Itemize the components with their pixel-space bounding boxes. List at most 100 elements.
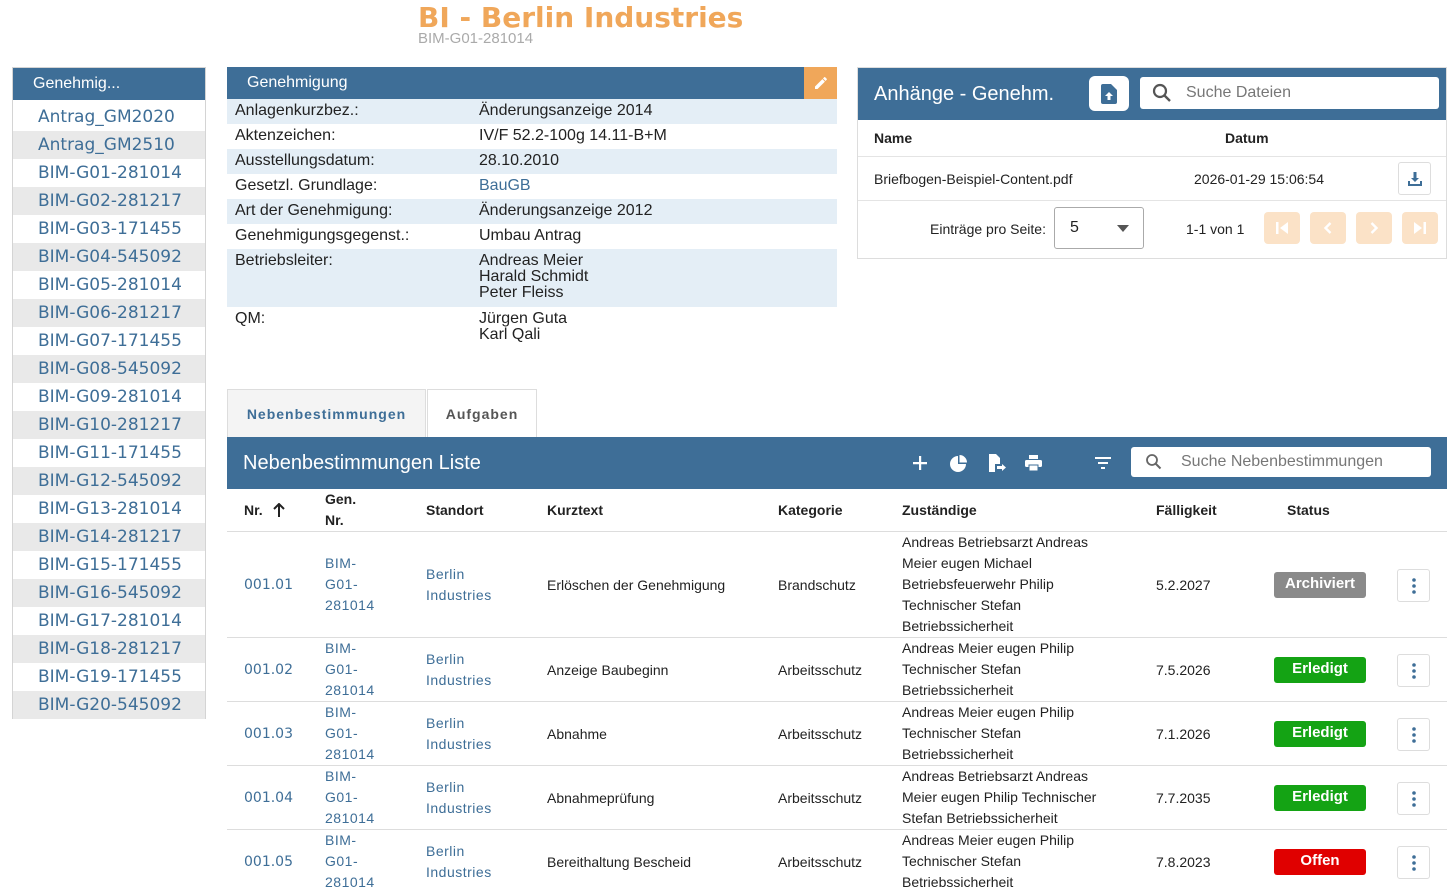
col-status[interactable]: Status <box>1287 502 1330 518</box>
sidebar-item[interactable]: Antrag_GM2020 <box>38 107 175 127</box>
row-menu-button[interactable] <box>1397 718 1430 751</box>
sidebar-item[interactable]: Antrag_GM2510 <box>13 131 205 159</box>
upload-file-button[interactable] <box>1089 76 1129 111</box>
prev-page-button[interactable] <box>1310 212 1346 244</box>
sidebar-item[interactable]: BIM-G05-281014 <box>38 275 182 295</box>
col-kurztext[interactable]: Kurztext <box>547 502 604 518</box>
row-menu-button[interactable] <box>1397 782 1430 815</box>
detail-row: Genehmigungsgegenst.: Umbau Antrag <box>227 224 837 249</box>
add-button[interactable] <box>910 453 930 473</box>
last-page-button[interactable] <box>1402 212 1438 244</box>
last-page-icon <box>1414 222 1426 234</box>
sidebar-item[interactable]: BIM-G20-545092 <box>13 691 205 719</box>
sidebar-item[interactable]: BIM-G10-281217 <box>13 411 205 439</box>
sidebar-item[interactable]: BIM-G07-171455 <box>38 331 182 351</box>
detail-value: Änderungsanzeige 2014 <box>479 99 829 124</box>
cell-kategorie: Arbeitsschutz <box>778 790 863 806</box>
print-button[interactable] <box>1023 453 1043 473</box>
sidebar-item[interactable]: BIM-G14-281217 <box>13 523 205 551</box>
file-name[interactable]: Briefbogen-Beispiel-Content.pdf <box>874 171 1073 187</box>
cell-standort[interactable]: Berlin Industries <box>426 564 492 606</box>
sidebar-item[interactable]: BIM-G08-545092 <box>13 355 205 383</box>
chart-button[interactable] <box>948 453 968 473</box>
sidebar-item[interactable]: BIM-G16-545092 <box>13 579 205 607</box>
cell-line: Technischer Stefan <box>902 725 1022 741</box>
detail-value-line: Jürgen Guta <box>479 310 568 327</box>
cell-standort[interactable]: Berlin Industries <box>426 713 492 755</box>
cell-faelligkeit: 7.5.2026 <box>1156 662 1211 678</box>
table-row[interactable]: 001.03 BIM- G01- 281014 Berlin Industries Abna… <box>227 702 1447 766</box>
detail-value: Andreas Meier Harald Schmidt Peter Fleiss <box>479 249 829 307</box>
sidebar-item[interactable]: BIM-G03-171455 <box>38 219 182 239</box>
cell-line: BIM- <box>325 555 357 571</box>
cell-line: Betriebssicherheit <box>902 682 1014 698</box>
first-page-button[interactable] <box>1264 212 1300 244</box>
sidebar-item[interactable]: BIM-G01-281014 <box>38 163 182 183</box>
cell-faelligkeit: 7.8.2023 <box>1156 854 1211 870</box>
col-standort[interactable]: Standort <box>426 502 484 518</box>
cell-gen-nr[interactable]: BIM- G01- 281014 <box>325 766 375 829</box>
col-gen-line2: Nr. <box>325 512 344 528</box>
row-menu-button[interactable] <box>1397 569 1430 602</box>
table-row[interactable]: 001.02 BIM- G01- 281014 Berlin Industries Anze… <box>227 638 1447 702</box>
col-name[interactable]: Name <box>874 130 913 146</box>
col-faelligkeit[interactable]: Fälligkeit <box>1156 502 1217 518</box>
export-button[interactable] <box>987 453 1007 473</box>
sidebar-item[interactable]: BIM-G18-281217 <box>13 635 205 663</box>
col-gen-nr[interactable]: Gen. Nr. <box>325 489 356 531</box>
tab-aufgaben[interactable]: Aufgaben <box>427 389 537 437</box>
row-menu-button[interactable] <box>1397 654 1430 687</box>
sidebar: Genehmig... Antrag_GM2020 Antrag_GM2510 BI… <box>12 67 206 719</box>
cell-line: Andreas Meier eugen Philip <box>902 640 1074 656</box>
cell-kategorie: Arbeitsschutz <box>778 726 863 742</box>
download-button[interactable] <box>1398 162 1431 195</box>
col-date[interactable]: Datum <box>1225 130 1269 146</box>
table-body: 001.01 BIM- G01- 281014 Berlin Industries Erlö… <box>227 532 1447 892</box>
col-nr[interactable]: Nr. <box>244 500 285 521</box>
filter-button[interactable] <box>1093 453 1113 473</box>
cell-line: Technischer Stefan <box>902 853 1022 869</box>
table-row[interactable]: 001.04 BIM- G01- 281014 Berlin Industries Abna… <box>227 766 1447 830</box>
detail-key: Betriebsleiter: <box>235 252 333 269</box>
cell-gen-nr[interactable]: BIM- G01- 281014 <box>325 553 375 616</box>
cell-line: G01- <box>325 853 359 869</box>
sidebar-item[interactable]: BIM-G12-545092 <box>13 467 205 495</box>
sidebar-item[interactable]: BIM-G17-281014 <box>38 611 182 631</box>
sidebar-item[interactable]: BIM-G04-545092 <box>13 243 205 271</box>
detail-value: 28.10.2010 <box>479 149 829 174</box>
cell-standort[interactable]: Berlin Industries <box>426 841 492 883</box>
attachments-header: Anhänge - Genehm. <box>858 68 1446 120</box>
sidebar-item[interactable]: BIM-G13-281014 <box>38 499 182 519</box>
tab-nebenbestimmungen[interactable]: Nebenbestimmungen <box>227 389 426 437</box>
sidebar-item[interactable]: BIM-G11-171455 <box>38 443 182 463</box>
next-page-button[interactable] <box>1356 212 1392 244</box>
per-page-select[interactable]: 5 <box>1054 207 1144 249</box>
table-row[interactable]: 001.05 BIM- G01- 281014 Berlin Industries Bere… <box>227 830 1447 892</box>
cell-nr[interactable]: 001.04 <box>244 790 293 806</box>
detail-key: QM: <box>235 310 266 327</box>
page-title: BI - Berlin Industries <box>418 1 744 34</box>
cell-nr[interactable]: 001.03 <box>244 726 293 742</box>
edit-button[interactable] <box>804 67 837 99</box>
sidebar-item[interactable]: BIM-G15-171455 <box>38 555 182 575</box>
table-row[interactable]: 001.01 BIM- G01- 281014 Berlin Industries Erlö… <box>227 532 1447 638</box>
cell-nr[interactable]: 001.01 <box>244 577 293 593</box>
col-kategorie[interactable]: Kategorie <box>778 502 843 518</box>
cell-line: Berlin <box>426 715 465 731</box>
file-search-input[interactable] <box>1186 77 1426 109</box>
cell-gen-nr[interactable]: BIM- G01- 281014 <box>325 702 375 765</box>
cell-gen-nr[interactable]: BIM- G01- 281014 <box>325 830 375 892</box>
detail-value-link[interactable]: BauGB <box>479 177 531 194</box>
sidebar-item[interactable]: BIM-G02-281217 <box>13 187 205 215</box>
row-menu-button[interactable] <box>1397 846 1430 879</box>
cell-nr[interactable]: 001.05 <box>244 854 293 870</box>
col-zustaendige[interactable]: Zuständige <box>902 502 977 518</box>
cell-standort[interactable]: Berlin Industries <box>426 649 492 691</box>
sidebar-item[interactable]: BIM-G19-171455 <box>38 667 182 687</box>
sidebar-item[interactable]: BIM-G09-281014 <box>38 387 182 407</box>
cell-nr[interactable]: 001.02 <box>244 662 293 678</box>
cell-standort[interactable]: Berlin Industries <box>426 777 492 819</box>
sidebar-item[interactable]: BIM-G06-281217 <box>13 299 205 327</box>
cell-gen-nr[interactable]: BIM- G01- 281014 <box>325 638 375 701</box>
list-search-input[interactable] <box>1181 447 1421 477</box>
